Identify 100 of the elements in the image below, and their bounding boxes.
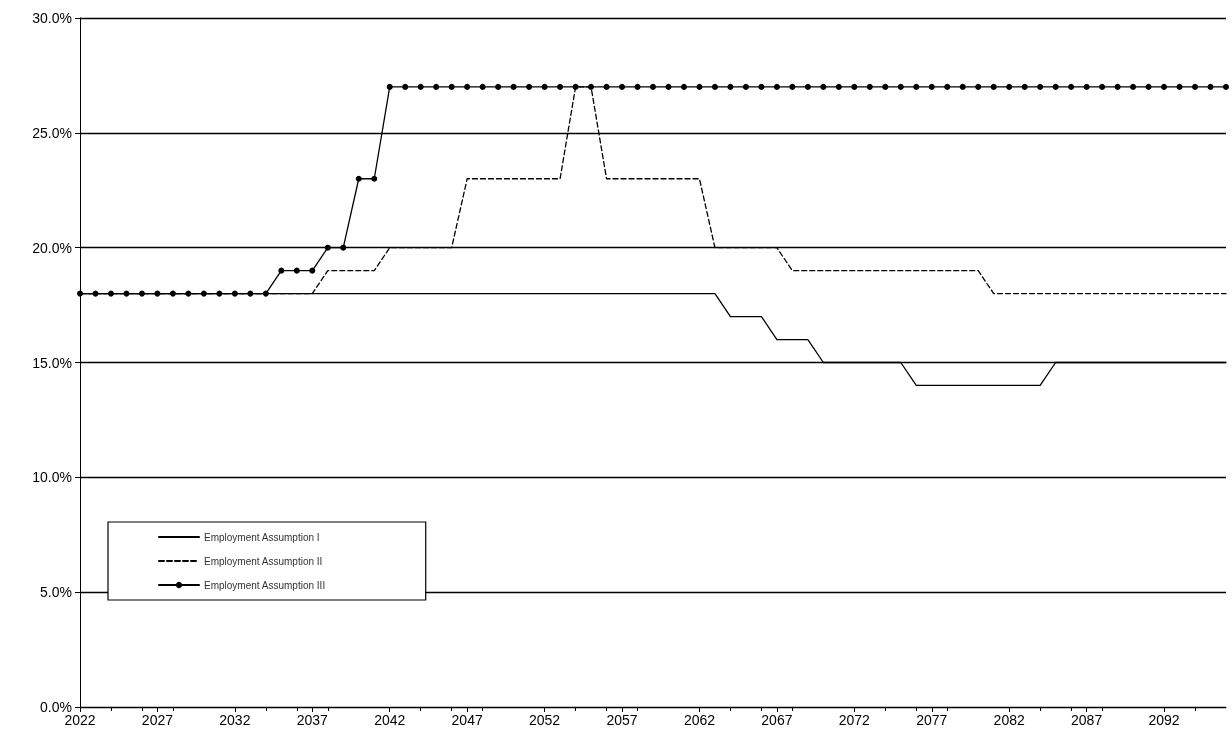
point (278, 267, 285, 274)
point (77, 290, 83, 297)
point (479, 83, 486, 90)
point (1021, 83, 1028, 90)
point (386, 83, 393, 90)
point (262, 290, 269, 297)
point (990, 83, 997, 90)
point (789, 83, 796, 90)
x-tick-label: 2087 (1071, 712, 1103, 728)
point (913, 83, 920, 90)
point (882, 83, 889, 90)
point (680, 83, 687, 90)
point (216, 290, 223, 297)
legend-label: Employment Assumption III (204, 579, 326, 591)
point (773, 83, 780, 90)
point (897, 83, 904, 90)
point (1083, 83, 1090, 90)
legend-label: Employment Assumption II (204, 555, 323, 567)
point (1099, 83, 1106, 90)
point (696, 83, 703, 90)
point (526, 83, 533, 90)
point (541, 83, 548, 90)
x-tick-label: 2082 (993, 712, 1025, 728)
y-tick-label: 15.0% (32, 354, 72, 371)
point (1114, 83, 1121, 90)
x-tick-label: 2057 (606, 712, 638, 728)
point (92, 290, 99, 297)
point (309, 267, 316, 274)
point (1207, 83, 1214, 90)
point (727, 83, 734, 90)
point (1223, 83, 1229, 90)
point (1145, 83, 1152, 90)
point (324, 244, 331, 251)
point (340, 244, 347, 251)
point (1037, 83, 1044, 90)
point (928, 83, 935, 90)
point (820, 83, 827, 90)
point (711, 83, 718, 90)
x-tick-label: 2067 (761, 712, 793, 728)
point (742, 83, 749, 90)
point (665, 83, 672, 90)
point (123, 290, 130, 297)
x-tick-label: 2022 (64, 712, 96, 728)
y-tick-label: 25.0% (32, 124, 72, 141)
x-tick-label: 2047 (451, 712, 483, 728)
point (835, 83, 842, 90)
point (402, 83, 409, 90)
point (433, 83, 440, 90)
point (185, 290, 192, 297)
point (355, 175, 362, 182)
x-tick-label: 2052 (529, 712, 561, 728)
x-tick-label: 2032 (219, 712, 251, 728)
point (293, 267, 300, 274)
point (1130, 83, 1137, 90)
point (138, 290, 145, 297)
point (1052, 83, 1059, 90)
y-tick-label: 20.0% (32, 239, 72, 256)
point (866, 83, 873, 90)
point (371, 175, 378, 182)
point (758, 83, 765, 90)
legend-label: Employment Assumption I (204, 531, 320, 543)
y-tick-label: 10.0% (32, 469, 72, 486)
point (169, 290, 176, 297)
point (557, 83, 564, 90)
point (510, 83, 517, 90)
point (1161, 83, 1168, 90)
point (1006, 83, 1013, 90)
point (1192, 83, 1199, 90)
point (634, 83, 641, 90)
x-tick-label: 2027 (141, 712, 174, 728)
x-tick-label: 2037 (296, 712, 329, 728)
point (495, 83, 502, 90)
point (1176, 83, 1183, 90)
x-tick-label: 2042 (374, 712, 406, 728)
point (804, 83, 811, 90)
y-tick-label: 5.0% (40, 584, 72, 601)
point (588, 83, 595, 90)
point (975, 83, 982, 90)
point (572, 83, 579, 90)
x-tick-label: 2077 (916, 712, 948, 728)
point (650, 83, 656, 90)
point (851, 83, 858, 90)
point (154, 290, 161, 297)
x-tick-label: 2092 (1148, 712, 1180, 728)
x-tick-label: 2062 (683, 712, 716, 728)
point (1068, 83, 1075, 90)
point (448, 83, 455, 90)
point (464, 83, 471, 90)
y-tick-label: 30.0% (32, 10, 72, 26)
point (417, 83, 424, 90)
point (107, 290, 114, 297)
x-tick-label: 2072 (838, 712, 871, 728)
point (200, 290, 207, 297)
point (603, 83, 610, 90)
point (959, 83, 966, 90)
y-tick-label: 0.0% (40, 699, 72, 715)
point (619, 83, 626, 90)
point (944, 83, 951, 90)
point (247, 290, 254, 297)
point (231, 290, 238, 297)
